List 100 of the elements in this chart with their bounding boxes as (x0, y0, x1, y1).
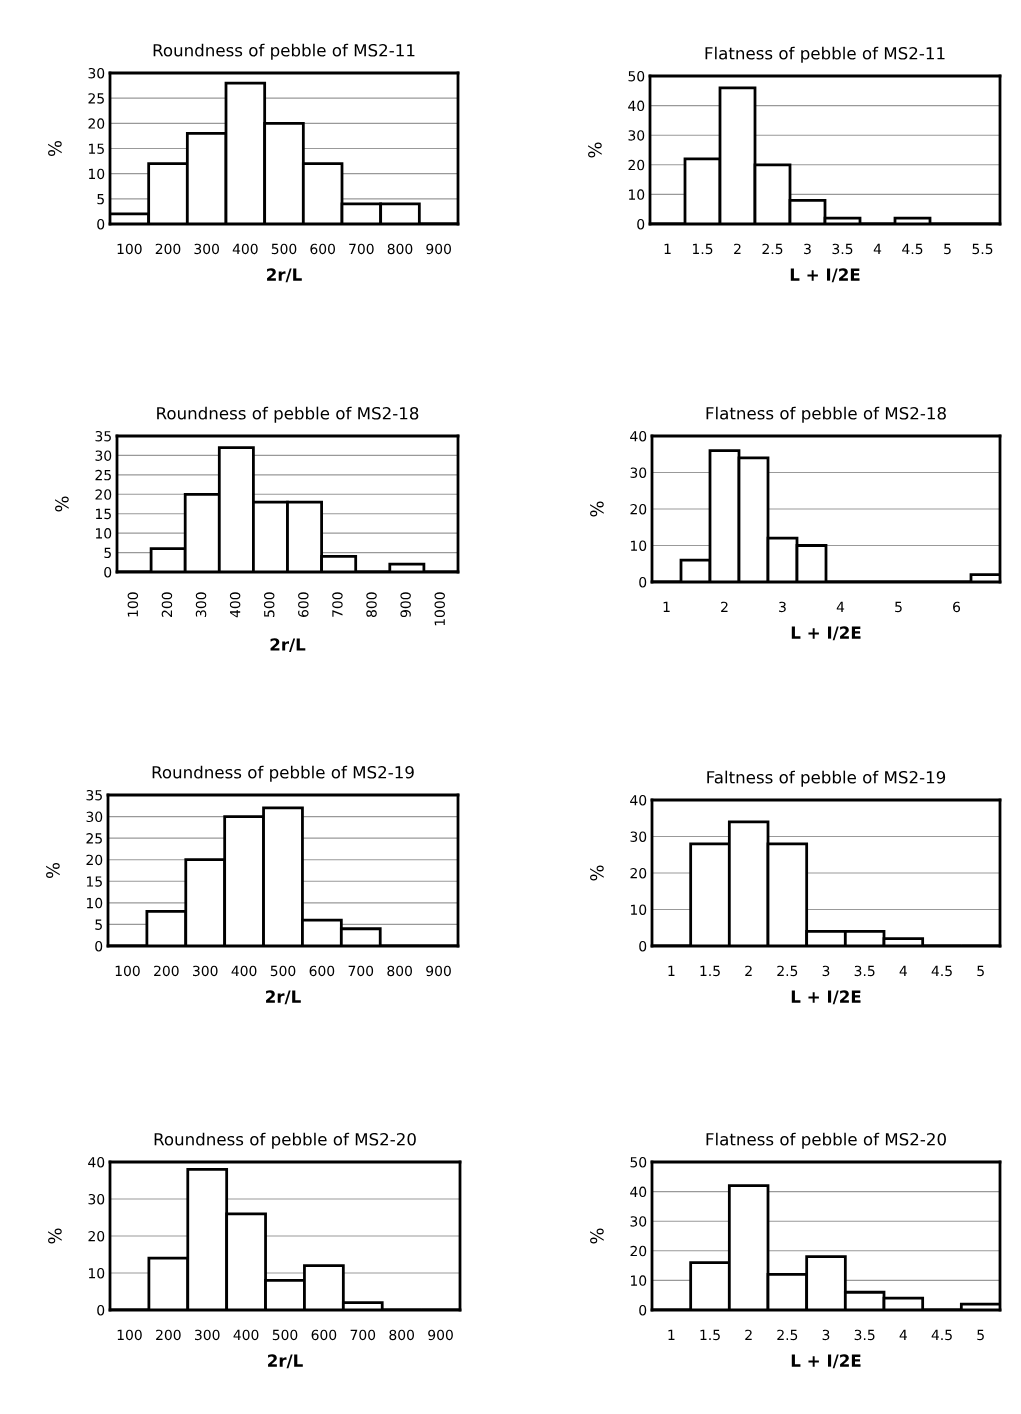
y-tick-label: 0 (637, 218, 645, 230)
x-tick-label: 600 (311, 1329, 337, 1341)
x-tick-label: 900 (428, 1329, 453, 1341)
x-axis-title: 2r/L (270, 638, 306, 653)
x-tick-label: 700 (348, 965, 374, 977)
chart-title: Flatness of pebble of MS2-11 (705, 46, 945, 63)
y-axis-title: % (46, 862, 60, 879)
y-tick-label: 20 (628, 159, 645, 171)
x-tick-label: 800 (387, 965, 412, 977)
x-tick-label: 500 (271, 243, 297, 255)
y-tick-label: 10 (628, 189, 645, 200)
x-tick-label: 200 (154, 965, 179, 977)
y-tick-label: 0 (639, 1304, 647, 1316)
x-tick-label: 3 (822, 1329, 830, 1341)
x-tick-label: 2.5 (777, 965, 798, 977)
x-tick-label: 3 (822, 965, 830, 977)
x-tick-label: 200 (161, 592, 173, 617)
x-tick-label: 400 (233, 1329, 259, 1341)
chart-title: Roundness of pebble of MS2-11 (153, 43, 415, 60)
y-tick-label: 0 (97, 218, 105, 230)
chart-title: Roundness of pebble of MS2-20 (154, 1132, 416, 1149)
x-axis-title: 2r/L (266, 990, 301, 1005)
x-tick-label: 1 (668, 965, 675, 976)
x-tick-label: 100 (127, 592, 139, 617)
x-tick-label: 400 (231, 965, 257, 977)
x-tick-label: 200 (156, 1329, 181, 1341)
y-tick-label: 30 (630, 831, 647, 842)
x-tick-label: 200 (155, 243, 181, 255)
y-tick-label: 5 (97, 193, 104, 205)
y-tick-label: 15 (86, 876, 102, 887)
x-axis-title: L + I/2E (791, 1354, 861, 1369)
x-tick-label: 300 (195, 1329, 220, 1341)
y-tick-label: 15 (95, 508, 111, 520)
y-tick-label: 30 (630, 1216, 647, 1227)
x-tick-label: 100 (117, 1329, 142, 1341)
y-tick-label: 30 (88, 1193, 105, 1205)
y-tick-label: 0 (639, 940, 647, 952)
x-tick-label: 4 (899, 1329, 907, 1340)
x-tick-label: 3 (779, 601, 786, 613)
x-tick-label: 2 (745, 1329, 752, 1340)
y-tick-label: 40 (628, 100, 645, 112)
y-tick-label: 20 (86, 854, 103, 866)
x-tick-label: 4 (836, 601, 845, 612)
y-tick-label: 10 (630, 904, 647, 915)
x-tick-label: 500 (270, 965, 296, 977)
y-axis-title: % (588, 142, 602, 158)
x-tick-label: 700 (350, 1329, 376, 1341)
y-tick-label: 40 (630, 1186, 647, 1198)
x-tick-label: 5.5 (972, 243, 993, 255)
y-tick-label: 0 (97, 1304, 105, 1316)
x-tick-label: 1 (664, 243, 671, 254)
x-tick-label: 1 (663, 601, 670, 612)
x-tick-label: 1.5 (700, 1329, 720, 1341)
x-tick-label: 2 (745, 965, 752, 976)
x-tick-label: 2.5 (777, 1329, 798, 1341)
y-tick-label: 10 (630, 540, 647, 551)
x-tick-label: 900 (400, 592, 411, 618)
y-axis-title: % (590, 865, 604, 881)
x-axis-title: 2r/L (267, 268, 302, 283)
x-axis-title: L + I/2E (791, 990, 861, 1005)
y-tick-label: 25 (88, 93, 104, 104)
x-tick-label: 1.5 (700, 965, 720, 977)
x-tick-label: 500 (272, 1329, 298, 1341)
y-tick-label: 25 (95, 469, 111, 481)
y-axis-title: % (55, 496, 69, 512)
x-tick-label: 4.5 (931, 1329, 952, 1341)
y-tick-label: 40 (630, 794, 647, 806)
y-tick-label: 5 (104, 547, 111, 559)
x-tick-label: 700 (332, 592, 343, 617)
y-tick-label: 20 (630, 503, 647, 515)
y-tick-label: 0 (104, 566, 112, 578)
chart-title: Flatness of pebble of MS2-18 (706, 406, 946, 423)
x-tick-label: 900 (426, 243, 451, 255)
y-tick-label: 10 (86, 897, 103, 909)
y-tick-label: 10 (88, 1267, 105, 1279)
y-tick-label: 0 (639, 576, 647, 588)
y-tick-label: 30 (86, 811, 103, 823)
x-tick-label: 3.5 (832, 243, 853, 255)
y-tick-label: 0 (95, 940, 103, 952)
x-tick-label: 6 (953, 601, 961, 613)
x-tick-label: 100 (115, 965, 140, 977)
y-tick-label: 30 (628, 130, 645, 141)
x-tick-label: 5 (944, 243, 951, 255)
y-axis-title: % (590, 501, 604, 517)
y-tick-label: 30 (88, 67, 105, 79)
y-tick-label: 20 (88, 1230, 105, 1242)
y-tick-label: 50 (628, 70, 645, 82)
y-tick-label: 50 (630, 1156, 647, 1168)
y-tick-label: 25 (86, 833, 102, 844)
x-tick-label: 300 (193, 965, 218, 977)
x-tick-label: 600 (298, 592, 309, 617)
y-axis-title: % (48, 1228, 62, 1244)
x-tick-label: 4.5 (902, 243, 923, 255)
chart-title: Flatness of pebble of MS2-20 (706, 1132, 946, 1149)
y-tick-label: 40 (630, 430, 647, 442)
x-tick-label: 100 (117, 243, 142, 255)
y-tick-label: 10 (95, 528, 112, 539)
y-tick-label: 40 (88, 1156, 105, 1168)
x-tick-label: 4.5 (931, 965, 952, 977)
y-tick-label: 30 (630, 467, 647, 478)
